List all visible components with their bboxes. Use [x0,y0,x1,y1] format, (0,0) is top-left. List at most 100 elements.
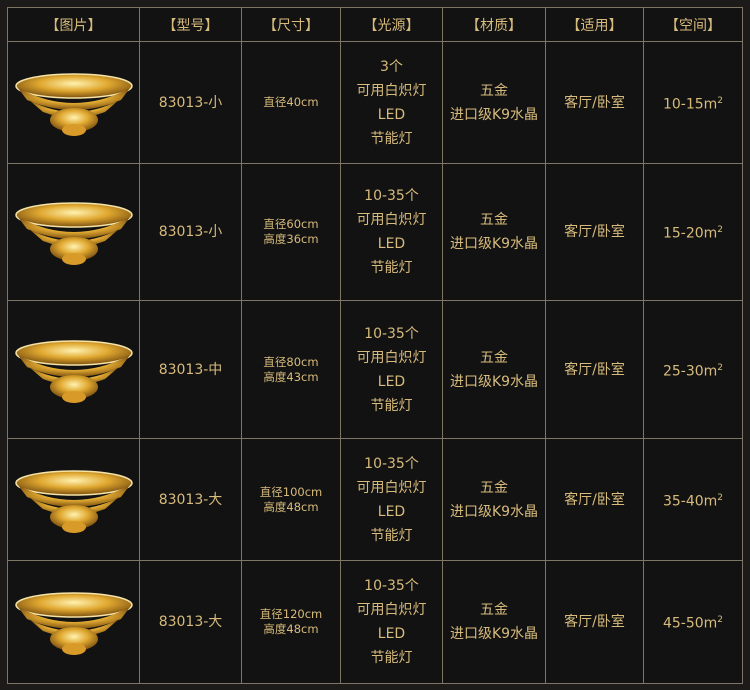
header-light: 【光源】 [340,7,443,42]
usage-cell: 客厅/卧室 [545,41,644,164]
image-cell [7,438,140,561]
size-cell: 直径60cm 高度36cm [241,163,341,301]
model: 83013-小 [158,94,223,111]
table-row: 83013-大 直径120cm 高度48cm 10-35个 可用白炽灯 LED 节能灯 … [7,560,743,684]
usage-cell: 客厅/卧室 [545,300,644,439]
chandelier-image [14,469,133,533]
model-cell: 83013-小 [139,163,242,301]
light-line: 10-35个 [364,188,419,204]
light-line: 10-35个 [364,455,419,472]
image-cell [7,163,140,301]
usage: 客厅/卧室 [564,361,625,378]
space-superscript: 2 [717,615,724,626]
light-line: 节能灯 [370,130,413,147]
usage: 客厅/卧室 [564,491,625,508]
space-cell: 45-50m2 [643,560,743,684]
spec-table: 【图片】 【型号】 【尺寸】 【光源】 【材质】 【适用】 【空间】 83013… [7,7,743,684]
light-line: 节能灯 [370,260,413,276]
light-line: 节能灯 [370,527,413,544]
chandelier-image [14,202,133,265]
light-line: LED [377,373,406,390]
image-cell [7,41,140,164]
header-model: 【型号】 [139,7,242,42]
material-line: 进口级K9水晶 [449,503,539,520]
space: 45-50m [662,615,718,632]
size-line: 直径120cm [259,607,323,621]
size-line: 直径60cm [263,217,319,231]
header-material: 【材质】 [442,7,546,42]
size-line: 高度43cm [263,369,319,384]
usage-cell: 客厅/卧室 [545,560,644,684]
space-cell: 10-15m2 [643,41,743,164]
space-cell: 15-20m2 [643,163,743,301]
header-row: 【图片】 【型号】 【尺寸】 【光源】 【材质】 【适用】 【空间】 [7,7,743,42]
light-line: 节能灯 [370,397,413,414]
light-cell: 10-35个 可用白炽灯 LED 节能灯 [340,560,443,684]
size-line: 高度48cm [263,499,319,514]
size-cell: 直径120cm 高度48cm [241,560,341,684]
space-superscript: 2 [717,362,724,373]
space-cell: 25-30m2 [643,300,743,439]
table-row: 83013-小 直径40cm 3个 可用白炽灯 LED 节能灯 五金 进口级K9水晶 客… [7,41,743,164]
light-line: LED [377,106,406,123]
size-line: 直径100cm [259,484,323,499]
material-cell: 五金 进口级K9水晶 [442,41,546,164]
model-cell: 83013-大 [139,438,242,561]
light-cell: 3个 可用白炽灯 LED 节能灯 [340,41,443,164]
usage-cell: 客厅/卧室 [545,438,644,561]
usage: 客厅/卧室 [564,614,625,630]
light-cell: 10-35个 可用白炽灯 LED 节能灯 [340,163,443,301]
model-cell: 83013-大 [139,560,242,684]
image-cell [7,300,140,439]
header-space: 【空间】 [643,7,743,42]
light-line: 可用白炽灯 [356,602,427,618]
material-line: 进口级K9水晶 [449,626,539,642]
space-superscript: 2 [717,225,724,236]
light-line: 10-35个 [364,325,419,342]
space: 25-30m [662,363,718,380]
usage: 客厅/卧室 [564,94,625,111]
size-cell: 直径100cm 高度48cm [241,438,341,561]
material-line: 五金 [480,349,508,366]
light-line: 可用白炽灯 [356,479,427,496]
light-line: LED [377,236,406,252]
space: 15-20m [662,225,718,242]
size-line: 高度36cm [263,232,319,246]
size-line: 高度48cm [263,622,319,636]
material-line: 五金 [480,602,508,618]
model: 83013-大 [158,491,223,508]
usage-cell: 客厅/卧室 [545,163,644,301]
usage: 客厅/卧室 [564,224,625,240]
light-line: 可用白炽灯 [356,212,427,228]
size-line: 直径80cm [263,354,319,369]
light-line: 3个 [380,58,403,75]
material-line: 进口级K9水晶 [449,373,539,390]
light-line: 可用白炽灯 [356,349,427,366]
space-cell: 35-40m2 [643,438,743,561]
model: 83013-小 [158,224,223,240]
space-superscript: 2 [717,95,724,106]
chandelier-image [14,339,133,403]
material-cell: 五金进口级K9水晶 [442,300,546,439]
size-cell: 直径80cm 高度43cm [241,300,341,439]
space: 35-40m [662,493,718,510]
chandelier-image [14,592,133,655]
table-row: 83013-大 直径100cm 高度48cm 10-35个 可用白炽灯 LED 节能灯 … [7,438,743,561]
material-line: 五金 [480,479,508,496]
material-line: 五金 [480,82,508,99]
material-cell: 五金进口级K9水晶 [442,560,546,684]
light-line: 10-35个 [364,578,419,594]
light-line: 节能灯 [370,650,413,666]
model-cell: 83013-小 [139,41,242,164]
image-cell [7,560,140,684]
material-cell: 五金进口级K9水晶 [442,438,546,561]
light-line: LED [377,503,406,520]
model: 83013-中 [158,361,223,378]
size-cell: 直径40cm [241,41,341,164]
header-usage: 【适用】 [545,7,644,42]
material-line: 五金 [480,212,508,228]
light-cell: 10-35个 可用白炽灯 LED 节能灯 [340,438,443,561]
chandelier-image [14,72,133,136]
light-line: LED [377,626,406,642]
model-cell: 83013-中 [139,300,242,439]
